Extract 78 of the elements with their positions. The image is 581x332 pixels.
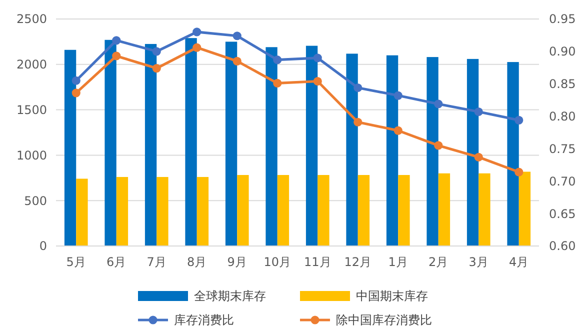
x-tick-label: 4月 xyxy=(509,255,529,269)
bar xyxy=(116,176,128,246)
legend-label: 全球期末库存 xyxy=(194,289,266,304)
bar xyxy=(386,55,398,246)
bar xyxy=(438,173,450,246)
y2-tick-label: 0.90 xyxy=(549,44,576,59)
y-tick-label: 2000 xyxy=(16,58,47,72)
y2-tick-label: 0.70 xyxy=(549,174,576,188)
point xyxy=(354,83,362,92)
y-tick-label: 500 xyxy=(24,194,47,208)
point xyxy=(394,91,402,100)
legend-label: 库存消费比 xyxy=(174,313,234,328)
point xyxy=(112,36,121,45)
point xyxy=(474,152,483,162)
x-tick-label: 11月 xyxy=(304,255,332,269)
x-tick-label: 1月 xyxy=(388,255,408,269)
y-tick-label: 2500 xyxy=(16,12,47,26)
legend-label: 除中国库存消费比 xyxy=(336,313,432,328)
x-tick-label: 2月 xyxy=(428,255,448,269)
y2-tick-label: 0.75 xyxy=(549,142,576,156)
point xyxy=(72,76,80,85)
point xyxy=(152,47,161,56)
bar xyxy=(277,174,290,246)
bar xyxy=(266,47,278,246)
y-tick-label: 1500 xyxy=(16,103,47,117)
x-tick-label: 7月 xyxy=(146,255,166,269)
bar xyxy=(144,44,157,246)
y-tick-label: 0 xyxy=(39,239,47,254)
y2-tick-label: 0.85 xyxy=(549,77,576,92)
point xyxy=(434,100,443,108)
point xyxy=(313,54,322,62)
y2-tick-label: 0.80 xyxy=(549,109,576,124)
point xyxy=(232,56,242,66)
x-tick-label: 3月 xyxy=(468,255,488,269)
bar xyxy=(398,174,410,246)
bar xyxy=(426,57,438,246)
y2-tick-label: 0.60 xyxy=(549,239,576,254)
x-tick-label: 8月 xyxy=(187,255,207,269)
point xyxy=(232,32,242,40)
point xyxy=(72,88,80,98)
bar xyxy=(358,174,370,246)
bar xyxy=(466,58,479,246)
x-tick-label: 10月 xyxy=(264,255,292,269)
bar xyxy=(76,178,88,246)
bar xyxy=(225,42,238,246)
bar xyxy=(346,54,358,246)
x-tick-label: 12月 xyxy=(344,255,372,269)
point xyxy=(514,168,524,176)
y-tick-label: 1000 xyxy=(16,148,47,162)
point xyxy=(192,43,202,52)
bar xyxy=(64,50,76,246)
bar xyxy=(318,174,330,246)
x-tick-label: 9月 xyxy=(227,255,247,269)
y2-tick-label: 0.95 xyxy=(549,12,576,26)
point xyxy=(354,118,362,126)
x-tick-label: 5月 xyxy=(66,255,86,269)
point xyxy=(112,52,121,60)
y2-tick-label: 0.65 xyxy=(549,206,576,221)
point xyxy=(474,107,483,116)
bar xyxy=(237,174,249,246)
x-tick-label: 6月 xyxy=(106,255,126,269)
bar xyxy=(507,62,519,246)
bar xyxy=(104,40,116,246)
point xyxy=(394,126,402,135)
bar xyxy=(156,176,168,246)
bar xyxy=(306,46,318,246)
bar xyxy=(196,176,209,246)
bar xyxy=(185,38,197,246)
legend-label: 中国期末库存 xyxy=(356,289,428,304)
point xyxy=(313,76,322,86)
bar xyxy=(518,172,531,246)
point xyxy=(273,78,282,88)
point xyxy=(192,28,202,36)
point xyxy=(273,56,282,64)
point xyxy=(434,141,443,150)
bar xyxy=(478,173,490,246)
point xyxy=(152,64,161,73)
point xyxy=(514,116,524,124)
